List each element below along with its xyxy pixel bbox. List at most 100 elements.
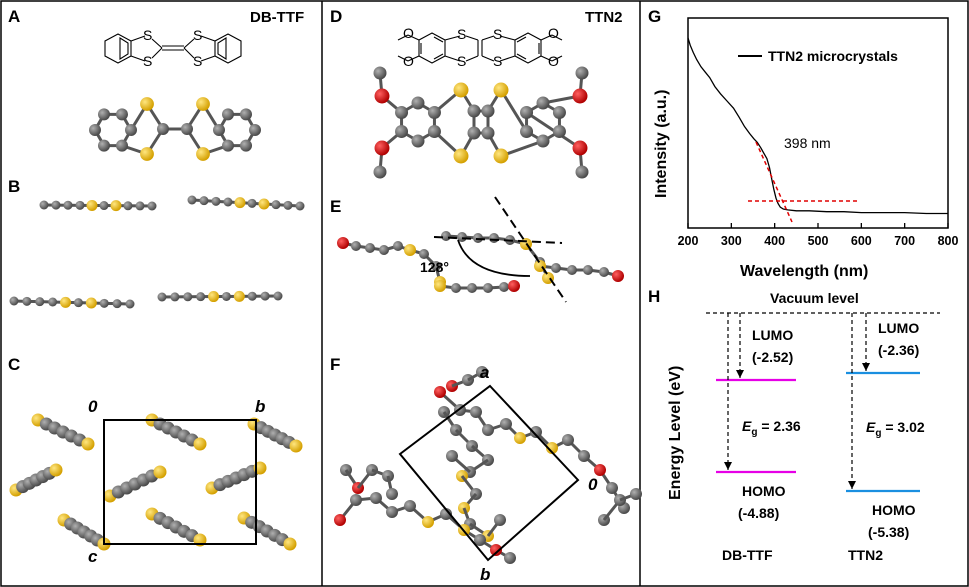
carbon-atom xyxy=(135,201,145,211)
lumo-value: (-2.52) xyxy=(752,349,793,365)
carbon-atom xyxy=(467,104,481,118)
carbon-atom xyxy=(183,292,193,302)
arrow-head xyxy=(724,462,732,470)
carbon-atom xyxy=(440,508,452,520)
s-atom-label: S xyxy=(143,53,152,69)
carbon-atom xyxy=(147,201,157,211)
sulfur-atom xyxy=(258,198,270,210)
db-ttf-packing xyxy=(9,413,303,551)
carbon-atom xyxy=(431,261,441,271)
sulfur-atom xyxy=(404,244,416,256)
carbon-atom xyxy=(187,195,197,205)
x-tick-label: 300 xyxy=(721,234,742,248)
carbon-atom xyxy=(249,124,261,136)
panel-label-b: B xyxy=(8,177,20,196)
carbon-atom xyxy=(427,106,441,119)
lumo-label: LUMO xyxy=(878,320,919,336)
x-tick-label: 800 xyxy=(938,234,959,248)
carbon-atom xyxy=(575,165,589,179)
oxygen-atom xyxy=(572,140,588,156)
carbon-atom xyxy=(419,249,429,259)
o-atom-label: O xyxy=(403,25,414,41)
s-atom-label: S xyxy=(493,53,502,69)
x-tick-label: 700 xyxy=(894,234,915,248)
carbon-atom xyxy=(411,134,425,148)
carbon-atom xyxy=(223,197,233,207)
carbon-atom xyxy=(51,200,61,210)
carbon-atom xyxy=(213,124,225,136)
panel-label-h: H xyxy=(648,287,660,306)
sulfur-atom xyxy=(453,148,469,164)
carbon-atom xyxy=(536,96,550,110)
carbon-atom xyxy=(499,282,509,292)
lumo-label: LUMO xyxy=(752,327,793,343)
plane-dashed-line xyxy=(494,196,567,303)
carbon-atom xyxy=(500,418,512,430)
carbon-atom xyxy=(483,283,493,293)
unit-cell-c xyxy=(103,419,257,545)
carbon-atom xyxy=(441,231,451,241)
carbon-atom xyxy=(157,123,169,135)
carbon-atom xyxy=(351,241,361,251)
carbon-atom xyxy=(373,66,387,80)
homo-label: HOMO xyxy=(872,502,916,518)
carbon-atom xyxy=(467,283,477,293)
homo-value: (-4.88) xyxy=(738,505,779,521)
carbon-atom xyxy=(473,233,483,243)
sulfur-atom xyxy=(493,148,509,164)
oxygen-atom xyxy=(374,140,390,156)
band-gap-label: Eg = 3.02 xyxy=(866,419,925,439)
carbon-atom xyxy=(295,201,305,211)
db-ttf-structure xyxy=(104,33,242,64)
cell-axis-a: a xyxy=(480,363,489,382)
panel-label-d: D xyxy=(330,7,342,26)
y-axis-label: Intensity (a.u.) xyxy=(653,90,670,198)
carbon-atom xyxy=(578,450,590,462)
sulfur-atom xyxy=(196,97,210,111)
carbon-atom xyxy=(98,139,110,152)
oxygen-atom xyxy=(374,88,390,104)
oxygen-atom xyxy=(337,237,349,249)
sulfur-atom xyxy=(110,200,122,212)
carbon-atom xyxy=(222,108,234,121)
carbon-atom xyxy=(470,406,482,418)
ttn2-structure xyxy=(397,32,563,64)
cell-axis-b: b xyxy=(255,397,265,416)
carbon-atom xyxy=(99,201,109,211)
x-tick-label: 600 xyxy=(851,234,872,248)
panel-label-f: F xyxy=(330,355,340,374)
bond xyxy=(499,89,528,133)
carbon-atom xyxy=(75,200,85,210)
carbon-atom xyxy=(386,488,398,500)
carbon-atom xyxy=(112,299,122,309)
carbon-atom xyxy=(474,534,486,546)
oxygen-atom xyxy=(508,280,520,292)
carbon-atom xyxy=(536,134,550,148)
carbon-atom xyxy=(199,196,209,206)
carbon-atom xyxy=(599,267,609,277)
carbon-atom xyxy=(530,426,542,438)
lumo-value: (-2.36) xyxy=(878,342,919,358)
sulfur-atom xyxy=(422,516,434,528)
carbon-atom xyxy=(379,245,389,255)
vacuum-level-label: Vacuum level xyxy=(770,290,859,306)
x-tick-label: 400 xyxy=(764,234,785,248)
carbon-atom xyxy=(157,292,167,302)
carbon-atom xyxy=(451,283,461,293)
s-atom-label: S xyxy=(457,26,466,42)
carbon-atom xyxy=(63,200,73,210)
cell-axis-c: c xyxy=(88,547,98,566)
carbon-atom xyxy=(404,500,416,512)
s-atom-label: S xyxy=(193,27,202,43)
carbon-atom xyxy=(222,139,234,152)
s-atom-label: S xyxy=(493,26,502,42)
carbon-atom xyxy=(240,108,252,121)
oxygen-atom xyxy=(434,386,446,398)
carbon-atom xyxy=(48,297,58,307)
plane-dashed-line xyxy=(433,236,563,244)
carbon-atom xyxy=(606,482,618,494)
panel-label-a: A xyxy=(8,7,20,26)
ttn2-ball-stick xyxy=(373,66,589,179)
